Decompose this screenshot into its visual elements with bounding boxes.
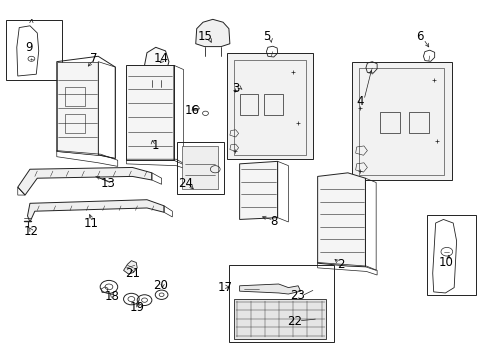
Bar	[264, 94, 282, 116]
Polygon shape	[239, 161, 277, 220]
Text: 4: 4	[356, 95, 364, 108]
Polygon shape	[126, 65, 173, 160]
Text: 11: 11	[83, 216, 98, 230]
Text: 10: 10	[438, 256, 452, 269]
Text: 24: 24	[178, 177, 193, 190]
Polygon shape	[18, 167, 152, 195]
Text: 16: 16	[184, 104, 200, 117]
Bar	[358, 68, 443, 175]
Bar	[65, 87, 84, 107]
Polygon shape	[182, 146, 217, 189]
Text: 6: 6	[415, 30, 423, 43]
Bar	[5, 21, 61, 80]
Bar	[228, 265, 333, 342]
Text: 8: 8	[269, 215, 277, 228]
Text: 17: 17	[217, 281, 232, 294]
Bar	[65, 114, 84, 134]
Polygon shape	[195, 19, 229, 46]
Text: 1: 1	[152, 139, 159, 152]
Polygon shape	[144, 47, 168, 80]
Bar	[351, 62, 451, 180]
Text: 7: 7	[89, 51, 97, 64]
Text: 22: 22	[286, 315, 302, 328]
Bar	[408, 112, 428, 134]
Bar	[239, 94, 258, 116]
Polygon shape	[57, 62, 98, 155]
Text: 23: 23	[290, 289, 305, 302]
Text: 15: 15	[198, 30, 212, 43]
Polygon shape	[27, 200, 163, 222]
Text: 9: 9	[25, 41, 33, 54]
Text: 12: 12	[23, 225, 39, 238]
Text: 19: 19	[129, 301, 144, 314]
Polygon shape	[239, 284, 300, 294]
Bar	[379, 112, 399, 134]
Bar	[233, 60, 305, 155]
Text: 3: 3	[232, 82, 239, 95]
Text: 20: 20	[153, 279, 168, 292]
Text: 18: 18	[104, 290, 119, 303]
Text: 21: 21	[124, 267, 140, 280]
Polygon shape	[123, 261, 137, 274]
Bar	[427, 215, 475, 296]
Text: 5: 5	[262, 30, 269, 43]
Bar	[227, 53, 312, 159]
Text: 14: 14	[154, 51, 169, 64]
Bar	[177, 141, 223, 194]
Text: 2: 2	[336, 258, 344, 271]
Polygon shape	[317, 173, 365, 267]
Bar	[233, 299, 326, 338]
Text: 13: 13	[101, 177, 115, 190]
